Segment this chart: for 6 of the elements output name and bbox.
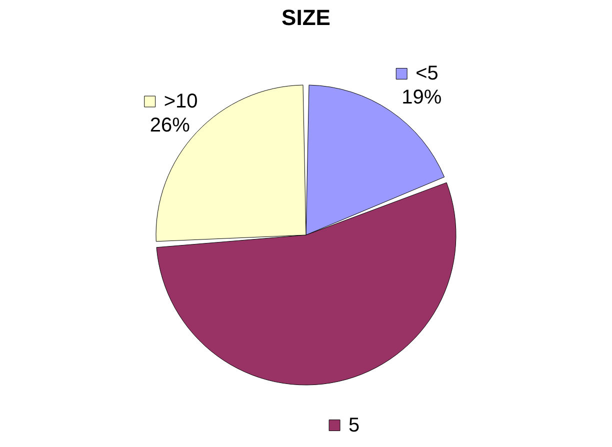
chart-title: SIZE <box>282 5 330 30</box>
data-label: 26% <box>150 114 190 137</box>
legend-label: 5 <box>348 414 360 436</box>
legend-label: >10 <box>164 90 198 113</box>
data-label: 19% <box>402 86 442 109</box>
legend-label: <5 <box>416 62 438 85</box>
